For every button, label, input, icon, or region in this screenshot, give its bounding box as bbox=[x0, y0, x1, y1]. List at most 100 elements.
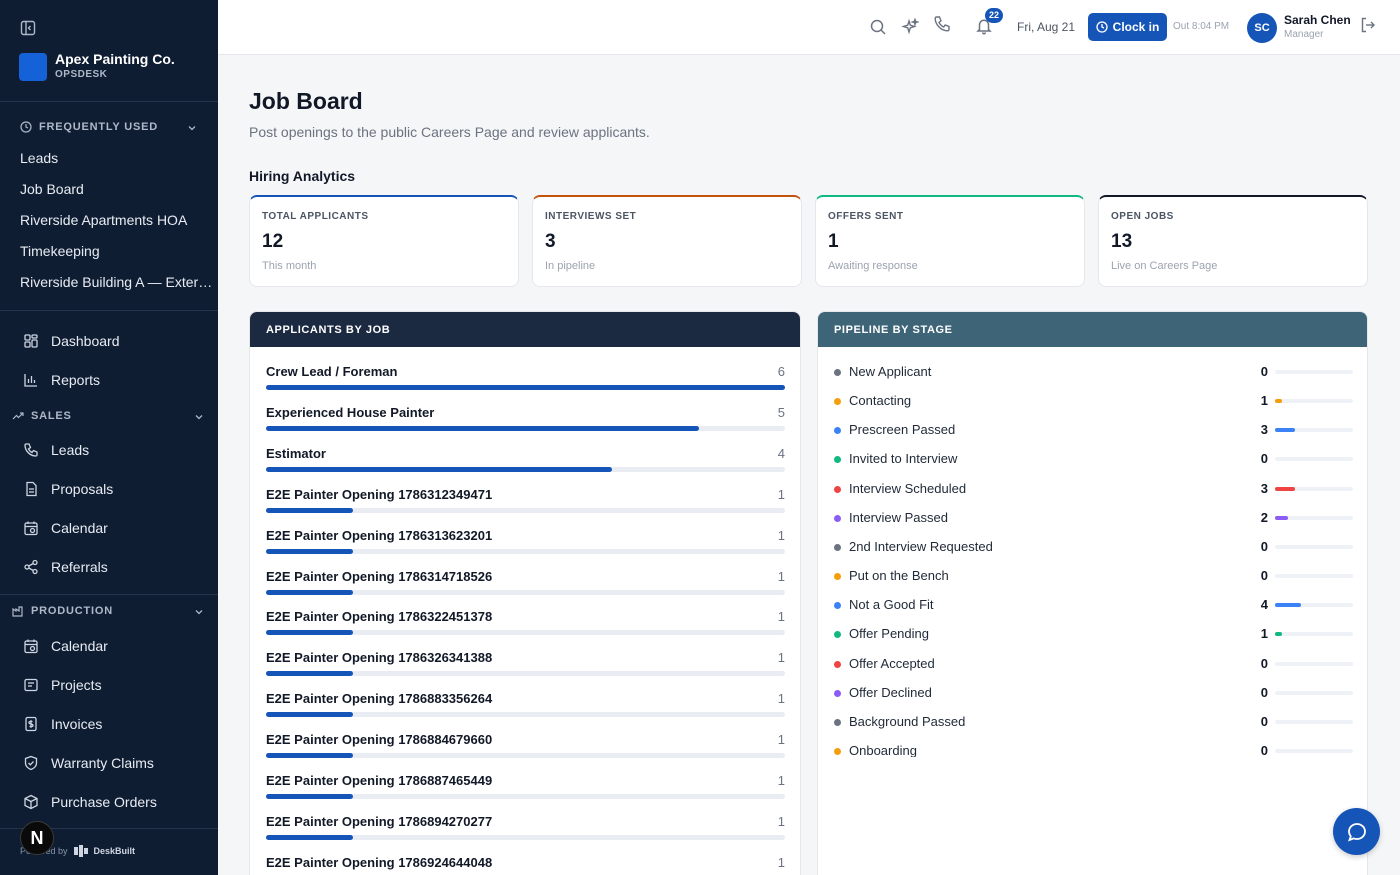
pipeline-stage-row[interactable]: Offer Pending 1 bbox=[834, 626, 1353, 644]
user-role: Manager bbox=[1284, 29, 1324, 40]
sidebar-item-invoices[interactable]: Invoices bbox=[23, 716, 102, 732]
clock-in-label: Clock in bbox=[1112, 20, 1160, 34]
sidebar-item-sales-calendar[interactable]: Calendar bbox=[23, 520, 108, 536]
stage-bar-fill bbox=[1275, 515, 1288, 520]
chat-button[interactable] bbox=[1333, 808, 1380, 855]
job-applicant-count: 1 bbox=[777, 691, 785, 707]
user-info[interactable]: Sarah Chen Manager bbox=[1284, 13, 1351, 40]
pipeline-stage-row[interactable]: Invited to Interview 0 bbox=[834, 451, 1353, 469]
brand[interactable]: Apex Painting Co. OPSDESK bbox=[19, 51, 175, 82]
sidebar-item-warranty-claims[interactable]: Warranty Claims bbox=[23, 755, 154, 771]
stat-card-total-applicants: TOTAL APPLICANTS 12 This month bbox=[249, 195, 519, 287]
bell-icon[interactable] bbox=[975, 17, 993, 35]
sparkles-icon[interactable] bbox=[901, 18, 919, 36]
stage-bar-track bbox=[1275, 370, 1353, 374]
chevron-down-icon[interactable] bbox=[194, 412, 204, 422]
calendar-icon bbox=[24, 521, 38, 536]
calendar-icon bbox=[24, 639, 38, 654]
panel-header: PIPELINE BY STAGE bbox=[818, 312, 1367, 347]
clock-in-button[interactable]: Clock in bbox=[1088, 13, 1167, 41]
sidebar-item-label: Dashboard bbox=[51, 333, 120, 349]
stage-count: 3 bbox=[1260, 422, 1268, 438]
stage-bar-track bbox=[1275, 486, 1353, 491]
chevron-down-icon[interactable] bbox=[187, 123, 197, 133]
job-bar-track bbox=[266, 466, 785, 472]
stage-dot bbox=[834, 398, 841, 406]
avatar[interactable]: SC bbox=[1247, 13, 1277, 43]
stage-dot bbox=[834, 514, 841, 522]
sidebar-item-purchase-orders[interactable]: Purchase Orders bbox=[23, 794, 157, 810]
stage-bar-track bbox=[1275, 457, 1353, 462]
package-icon bbox=[24, 794, 38, 810]
stage-name: Contacting bbox=[849, 393, 912, 409]
pipeline-by-stage-panel: PIPELINE BY STAGE New Applicant 0 Contacti… bbox=[817, 311, 1368, 875]
section-frequently-used[interactable]: FREQUENTLY USED bbox=[20, 121, 158, 133]
pipeline-stage-row[interactable]: Prescreen Passed 3 bbox=[834, 422, 1353, 440]
phone-icon[interactable] bbox=[933, 15, 951, 33]
sidebar-item-proposals[interactable]: Proposals bbox=[23, 481, 113, 497]
job-name: E2E Painter Opening 1786924644048 bbox=[266, 854, 493, 870]
favorite-item-riverside-building[interactable]: Riverside Building A — Exter… bbox=[20, 274, 213, 290]
search-icon[interactable] bbox=[869, 18, 887, 36]
job-bar-fill bbox=[266, 630, 353, 636]
stage-dot bbox=[834, 543, 841, 551]
pipeline-list: New Applicant 0 Contacting 1 Prescreen Passe… bbox=[818, 312, 1367, 757]
pipeline-stage-row[interactable]: Interview Passed 2 bbox=[834, 510, 1353, 528]
job-applicant-count: 1 bbox=[777, 527, 785, 543]
chevron-down-icon[interactable] bbox=[194, 607, 204, 617]
stage-count: 1 bbox=[1260, 626, 1268, 642]
stat-label: TOTAL APPLICANTS bbox=[262, 211, 369, 222]
logout-icon[interactable] bbox=[1359, 16, 1377, 34]
stat-label: INTERVIEWS SET bbox=[545, 211, 637, 222]
job-name: E2E Painter Opening 1786894270277 bbox=[266, 813, 493, 829]
pipeline-stage-row[interactable]: Put on the Bench 0 bbox=[834, 568, 1353, 586]
stage-bar-track bbox=[1275, 574, 1353, 579]
section-production[interactable]: PRODUCTION bbox=[12, 605, 113, 617]
job-bar-track bbox=[266, 753, 785, 759]
hiring-analytics-title: Hiring Analytics bbox=[249, 168, 356, 184]
sidebar-item-production-calendar[interactable]: Calendar bbox=[23, 638, 108, 654]
job-bar-fill bbox=[266, 548, 353, 554]
pipeline-stage-row[interactable]: Background Passed 0 bbox=[834, 714, 1353, 732]
stage-bar-fill bbox=[1275, 632, 1282, 637]
pipeline-stage-row[interactable]: New Applicant 0 bbox=[834, 364, 1353, 382]
favorite-item-timekeeping[interactable]: Timekeeping bbox=[20, 243, 100, 259]
sidebar-item-leads[interactable]: Leads bbox=[23, 442, 89, 458]
sidebar-item-projects[interactable]: Projects bbox=[23, 677, 102, 693]
favorite-item-riverside-hoa[interactable]: Riverside Apartments HOA bbox=[20, 212, 188, 228]
stage-name: Background Passed bbox=[849, 713, 966, 729]
favorite-item-job-board[interactable]: Job Board bbox=[20, 181, 84, 197]
sidebar-item-referrals[interactable]: Referrals bbox=[23, 559, 108, 575]
job-bar-fill bbox=[266, 671, 353, 677]
pipeline-stage-row[interactable]: Not a Good Fit 4 bbox=[834, 597, 1353, 615]
dev-tools-badge[interactable]: N bbox=[20, 821, 54, 855]
stage-count: 0 bbox=[1260, 713, 1268, 729]
sidebar-item-dashboard[interactable]: Dashboard bbox=[23, 333, 120, 349]
pipeline-stage-row[interactable]: Interview Scheduled 3 bbox=[834, 481, 1353, 499]
stat-value: 12 bbox=[262, 231, 284, 252]
stage-name: Not a Good Fit bbox=[849, 597, 934, 613]
pipeline-stage-row[interactable]: Offer Declined 0 bbox=[834, 685, 1353, 703]
sidebar-item-reports[interactable]: Reports bbox=[23, 372, 100, 388]
stage-count: 0 bbox=[1260, 684, 1268, 700]
pipeline-stage-row[interactable]: Contacting 1 bbox=[834, 393, 1353, 411]
stage-count: 0 bbox=[1260, 538, 1268, 554]
phone-icon bbox=[24, 443, 38, 457]
pipeline-stage-row[interactable]: 2nd Interview Requested 0 bbox=[834, 539, 1353, 557]
pipeline-stage-row[interactable]: Offer Accepted 0 bbox=[834, 656, 1353, 674]
trending-up-icon bbox=[12, 412, 24, 420]
page-title: Job Board bbox=[249, 88, 363, 114]
share-icon bbox=[24, 559, 38, 575]
stage-dot bbox=[834, 718, 841, 726]
section-sales[interactable]: SALES bbox=[12, 410, 72, 422]
sidebar-item-label: Projects bbox=[51, 677, 102, 693]
pipeline-stage-row[interactable]: Onboarding 0 bbox=[834, 743, 1353, 757]
stage-dot bbox=[834, 485, 841, 493]
stage-bar-fill bbox=[1275, 399, 1282, 404]
sidebar-collapse-icon[interactable] bbox=[20, 20, 36, 36]
reports-icon bbox=[24, 374, 37, 387]
stage-dot bbox=[834, 369, 841, 376]
job-applicant-count: 1 bbox=[777, 773, 785, 788]
favorite-item-leads[interactable]: Leads bbox=[20, 150, 59, 166]
job-name: Crew Lead / Foreman bbox=[266, 364, 398, 379]
